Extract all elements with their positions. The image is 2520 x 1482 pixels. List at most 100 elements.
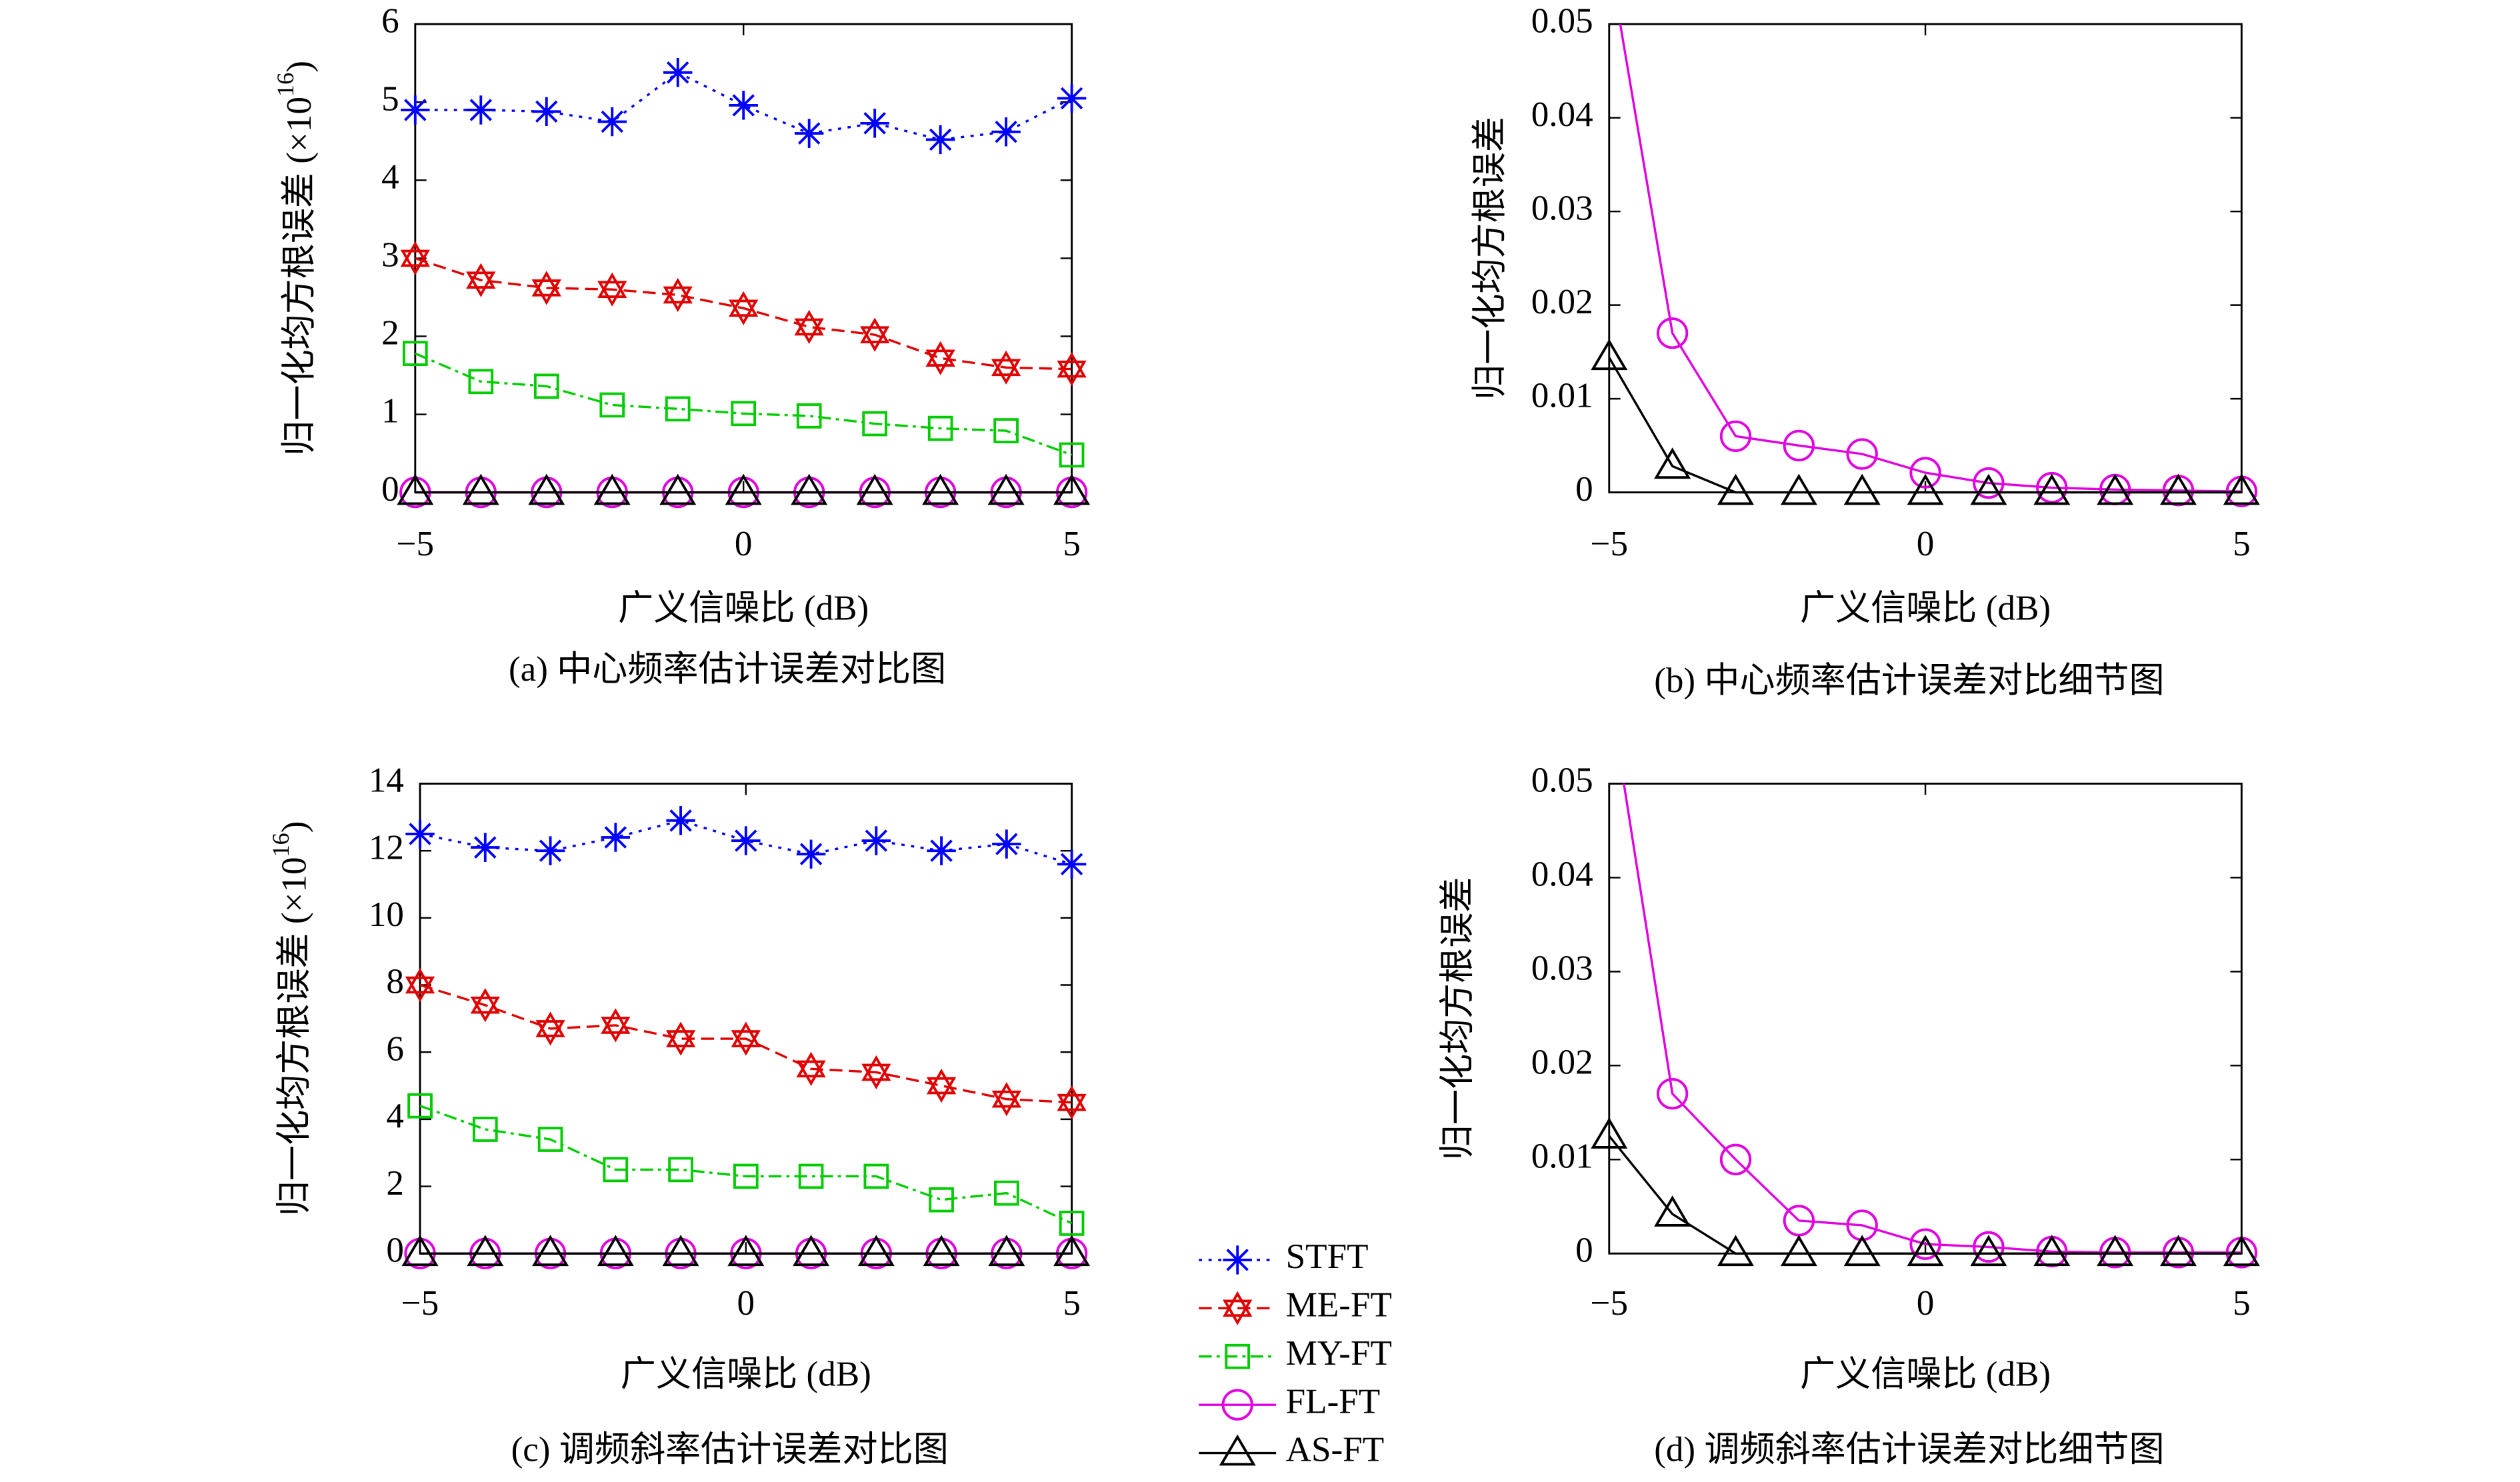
y-tick-label: 0.04: [1531, 95, 1593, 134]
data-marker: [1780, 473, 1817, 505]
data-marker: [662, 1235, 699, 1267]
data-marker: [668, 1157, 693, 1183]
data-marker: [987, 473, 1025, 505]
caption: (a) 中心频率估计误差对比图: [509, 650, 946, 689]
series-line: [1608, 357, 2242, 494]
data-marker: [665, 1021, 696, 1056]
y-axis-label: 归一化均方根误差: [1439, 877, 1477, 1160]
x-tick-label: 0: [1917, 1284, 1935, 1323]
y-tick-label: 6: [381, 1, 399, 40]
data-marker: [857, 1235, 895, 1267]
data-marker: [2097, 473, 2134, 505]
data-marker: [470, 988, 500, 1023]
data-marker: [1595, 675, 1623, 704]
data-marker: [401, 1235, 439, 1267]
data-marker: [1909, 457, 1941, 489]
data-marker: [466, 95, 496, 125]
y-tick-label: 8: [386, 963, 404, 1001]
plot-area: [1591, 675, 2260, 1269]
data-marker: [1654, 447, 1691, 479]
data-marker: [462, 473, 499, 505]
data-marker: [400, 241, 430, 275]
data-marker: [2033, 473, 2071, 505]
legend-marker: [1225, 1343, 1251, 1369]
y-tick-label: 0.05: [1531, 761, 1593, 800]
plot-area: [1591, 24, 2260, 507]
x-tick-label: 0: [735, 525, 753, 563]
y-tick-label: 0.01: [1531, 376, 1593, 415]
data-marker: [405, 967, 435, 1003]
data-marker: [991, 1082, 1022, 1117]
data-marker: [599, 392, 625, 418]
data-marker: [466, 263, 496, 297]
legend-marker: [1223, 1245, 1252, 1275]
data-marker: [1059, 1211, 1085, 1236]
data-marker: [991, 350, 1021, 385]
data-marker: [988, 1235, 1025, 1267]
x-tick-label: 5: [2233, 1284, 2251, 1323]
data-marker: [663, 277, 693, 313]
y-tick-label: 0.03: [1531, 189, 1593, 227]
y-tick-label: 14: [369, 761, 404, 800]
x-axis-label: 广义信噪比 (dB): [618, 589, 869, 627]
y-axis-label-exponent: 16: [272, 73, 299, 97]
data-marker: [2036, 471, 2068, 504]
x-tick-label: 5: [1063, 525, 1081, 563]
data-marker: [927, 415, 953, 441]
series-line: [1623, 783, 2242, 1254]
y-axis-label-text: 归一化均方根误差 (×10: [280, 97, 319, 456]
data-marker: [729, 291, 759, 325]
data-marker: [731, 1021, 761, 1056]
x-tick-label: −5: [1591, 1284, 1629, 1323]
y-tick-label: 0.02: [1531, 1043, 1593, 1082]
data-marker: [794, 119, 824, 148]
x-tick-label: 5: [2233, 525, 2251, 563]
data-marker: [993, 418, 1019, 443]
data-marker: [927, 836, 956, 865]
data-marker: [1057, 352, 1087, 387]
series-line: [419, 1105, 1073, 1225]
legend-marker: [1221, 1389, 1253, 1421]
y-tick-label: 0.05: [1531, 1, 1593, 40]
y-tick-label: 0.04: [1531, 855, 1593, 894]
data-marker: [1783, 429, 1815, 461]
data-marker: [992, 829, 1021, 859]
series-line: [415, 71, 1073, 141]
y-tick-label: 6: [386, 1029, 404, 1068]
x-tick-label: −5: [1591, 525, 1629, 563]
data-marker: [733, 1163, 759, 1189]
plot-area: [401, 806, 1091, 1269]
x-axis-label: 广义信噪比 (dB): [1800, 1355, 2051, 1393]
plot-frame: [1608, 23, 2243, 494]
data-marker: [856, 473, 893, 505]
x-tick-label: 0: [1917, 525, 1935, 563]
data-marker: [597, 1235, 634, 1267]
data-marker: [1717, 1235, 1754, 1267]
data-marker: [861, 826, 891, 855]
caption: (d) 调频斜率估计误差对比细节图: [1654, 1431, 2164, 1469]
y-tick-label: 1: [381, 392, 399, 431]
y-tick-label: 12: [369, 828, 404, 867]
series-line: [415, 352, 1073, 456]
data-marker: [1059, 442, 1085, 468]
legend-label: AS-FT: [1286, 1431, 1385, 1469]
caption: (c) 调频斜率估计误差对比图: [511, 1431, 949, 1469]
data-marker: [1843, 1235, 1881, 1267]
data-marker: [537, 1127, 563, 1152]
data-marker: [597, 272, 627, 307]
data-marker: [401, 95, 430, 125]
data-marker: [666, 806, 695, 835]
data-marker: [603, 1157, 629, 1183]
data-marker: [531, 271, 561, 305]
data-marker: [1053, 473, 1091, 505]
data-marker: [601, 1008, 631, 1043]
data-marker: [597, 107, 627, 137]
data-marker: [533, 373, 559, 399]
data-marker: [535, 1011, 565, 1046]
data-marker: [729, 91, 758, 120]
data-marker: [1970, 1235, 2007, 1267]
data-marker: [994, 1180, 1019, 1206]
data-marker: [1654, 1195, 1691, 1227]
data-marker: [2099, 473, 2131, 506]
